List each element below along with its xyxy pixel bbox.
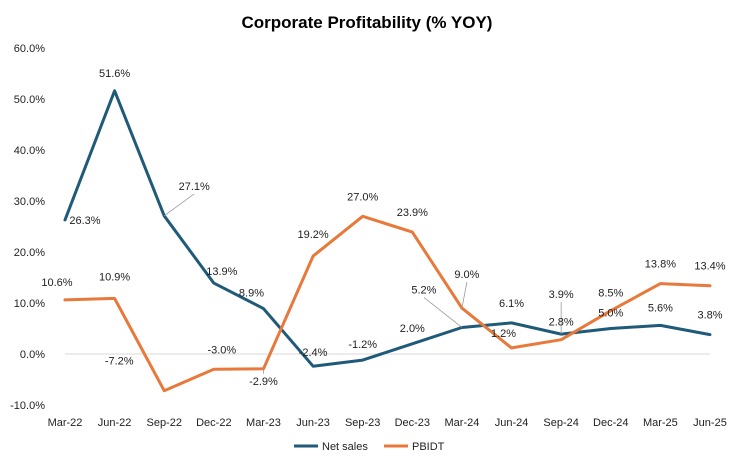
data-label: 1.2% bbox=[491, 328, 516, 340]
x-tick-label: Mar-23 bbox=[246, 417, 281, 429]
series-lines bbox=[63, 89, 712, 393]
data-label: 13.4% bbox=[694, 261, 725, 273]
data-label: -1.2% bbox=[348, 339, 377, 351]
data-labels: 26.3% 51.6% 27.1% 13.9%8.9% -2.4% -1.2% 2.0% 5.… bbox=[41, 68, 725, 388]
leader-line bbox=[461, 282, 468, 309]
x-tick-label: Mar-24 bbox=[445, 417, 480, 429]
leader-line bbox=[423, 297, 463, 328]
x-tick-label: Jun-24 bbox=[495, 417, 529, 429]
x-tick-label: Sep-22 bbox=[146, 417, 181, 429]
series-line-net-sales bbox=[63, 89, 712, 368]
x-tick-label: Jun-23 bbox=[296, 417, 330, 429]
legend-label: PBIDT bbox=[412, 441, 445, 453]
x-tick-label: Dec-24 bbox=[593, 417, 628, 429]
data-label: 10.9% bbox=[99, 271, 130, 283]
y-axis: 60.0% 50.0% 40.0% 30.0% 20.0% 10.0% 0.0% -10.0% bbox=[10, 43, 710, 412]
x-tick-label: Jun-25 bbox=[693, 417, 727, 429]
legend: Net sales PBIDT bbox=[294, 441, 445, 453]
data-label: 10.6% bbox=[41, 277, 72, 289]
x-tick-label: Jun-22 bbox=[98, 417, 132, 429]
data-label: 19.2% bbox=[297, 229, 328, 241]
data-label: 9.0% bbox=[454, 269, 479, 281]
data-label: 3.8% bbox=[697, 310, 722, 322]
data-label: 2.8% bbox=[549, 317, 574, 329]
leader-lines bbox=[163, 193, 562, 374]
chart-title: Corporate Profitability (% YOY) bbox=[242, 13, 493, 32]
data-label: 23.9% bbox=[397, 207, 428, 219]
data-label: -2.9% bbox=[249, 376, 278, 388]
data-label: 26.3% bbox=[69, 215, 100, 227]
y-tick-label: 0.0% bbox=[20, 349, 45, 361]
data-label: 51.6% bbox=[99, 68, 130, 80]
data-label: 27.0% bbox=[347, 191, 378, 203]
data-label: 2.0% bbox=[400, 323, 425, 335]
x-tick-label: Sep-23 bbox=[345, 417, 380, 429]
data-label: 13.8% bbox=[645, 259, 676, 271]
data-label: 8.5% bbox=[598, 288, 623, 300]
x-axis: Mar-22 Jun-22 Sep-22 Dec-22 Mar-23 Jun-23 Sep-… bbox=[48, 417, 727, 429]
y-tick-label: 60.0% bbox=[14, 43, 45, 55]
series-line-pbidt bbox=[63, 214, 712, 393]
y-tick-label: 30.0% bbox=[14, 196, 45, 208]
data-label: -3.0% bbox=[207, 344, 236, 356]
data-label: -7.2% bbox=[105, 356, 134, 368]
data-label: 27.1% bbox=[179, 181, 210, 193]
data-label: 5.6% bbox=[648, 302, 673, 314]
data-label: 8.9% bbox=[239, 288, 264, 300]
x-tick-label: Sep-24 bbox=[543, 417, 578, 429]
data-label: -2.4% bbox=[299, 347, 328, 359]
x-tick-label: Dec-23 bbox=[395, 417, 430, 429]
x-tick-label: Mar-22 bbox=[48, 417, 83, 429]
y-tick-label: 10.0% bbox=[14, 298, 45, 310]
data-label: 5.2% bbox=[411, 284, 436, 296]
data-label: 3.9% bbox=[549, 289, 574, 301]
data-label: 6.1% bbox=[499, 298, 524, 310]
y-tick-label: 50.0% bbox=[14, 94, 45, 106]
x-tick-label: Dec-22 bbox=[196, 417, 231, 429]
leader-line bbox=[163, 193, 195, 217]
data-label: 5.0% bbox=[598, 308, 623, 320]
data-label: 13.9% bbox=[206, 266, 237, 278]
y-tick-label: 20.0% bbox=[14, 247, 45, 259]
legend-label: Net sales bbox=[322, 441, 368, 453]
y-tick-label: 40.0% bbox=[14, 145, 45, 157]
y-tick-label: -10.0% bbox=[10, 400, 45, 412]
x-tick-label: Mar-25 bbox=[643, 417, 678, 429]
